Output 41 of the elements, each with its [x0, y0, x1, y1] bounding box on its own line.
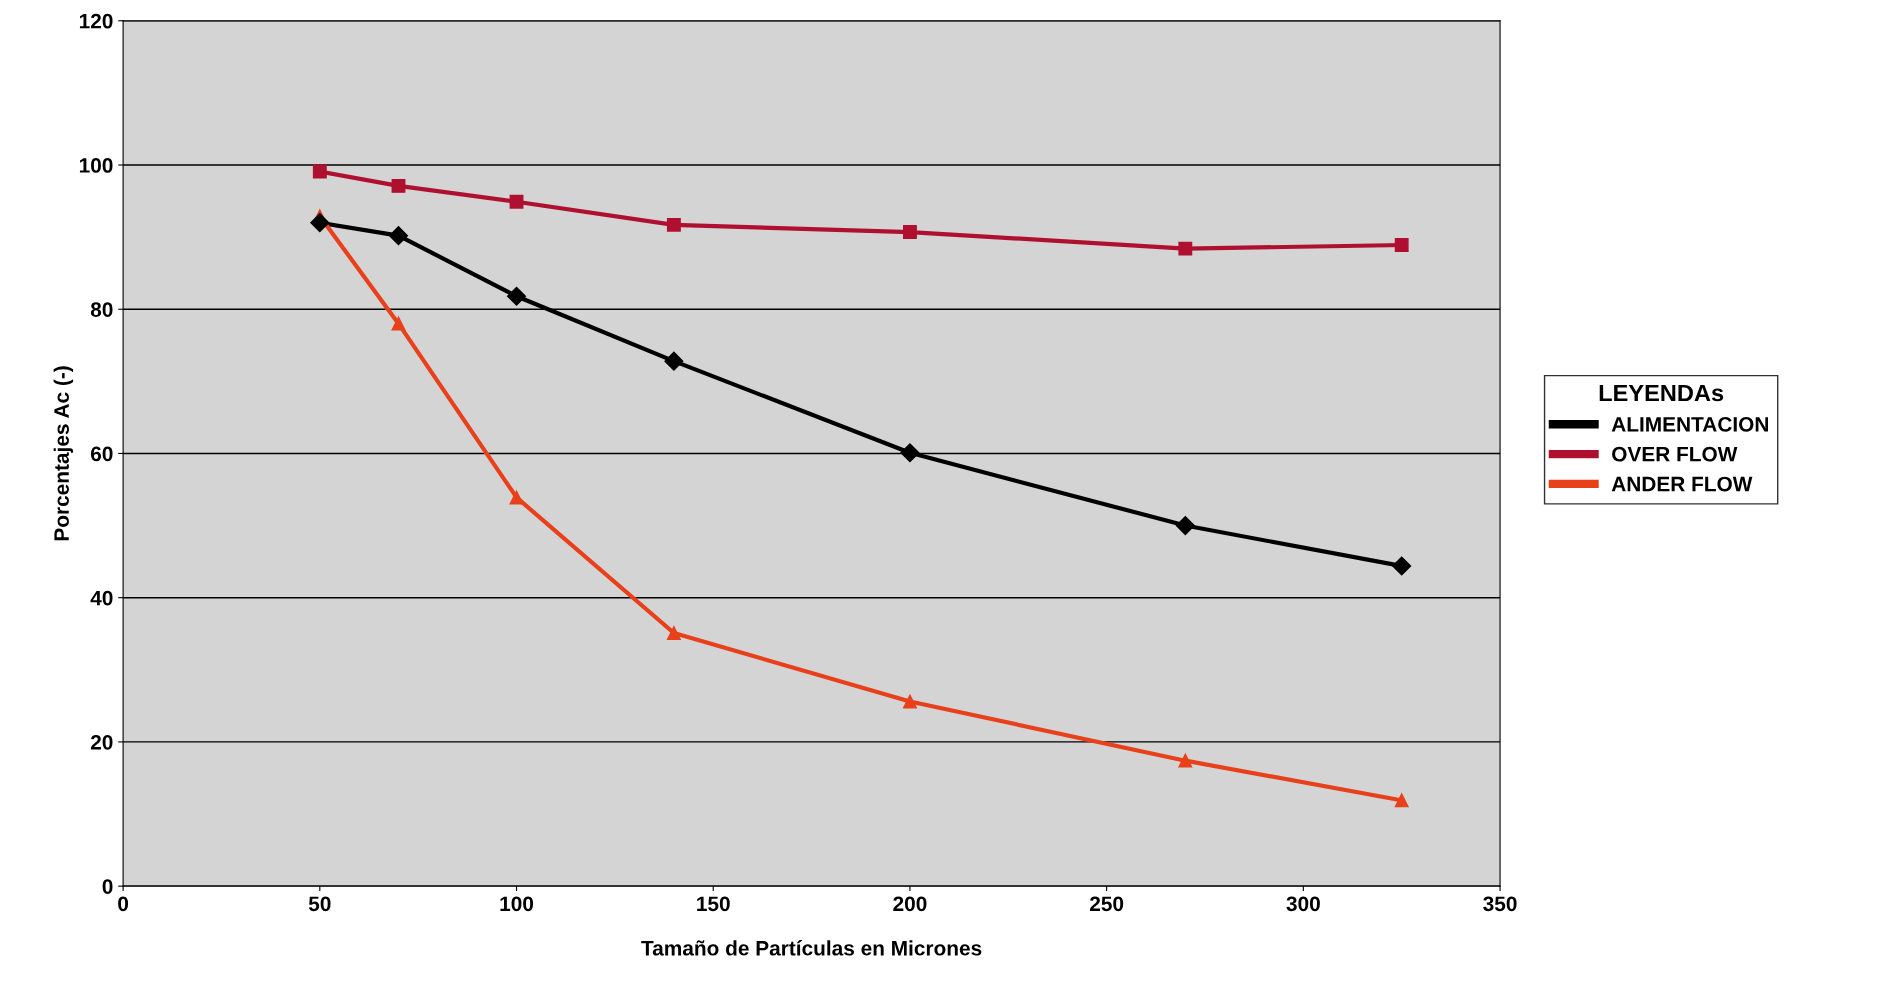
point: [1178, 753, 1193, 768]
point: [391, 316, 406, 331]
point: [664, 351, 684, 371]
y-tick-label: 100: [79, 158, 113, 173]
x-tick-label: 300: [1286, 896, 1320, 912]
point: [902, 694, 917, 709]
point: [310, 213, 330, 233]
x-tick-label: 250: [1089, 896, 1124, 912]
x-tick-label: 0: [118, 896, 129, 912]
legend-title: LEYENDAs: [1599, 384, 1724, 402]
x-tick-label: 100: [500, 896, 534, 912]
y-tick-label: 40: [90, 590, 113, 606]
y-tick-label: 80: [90, 302, 113, 317]
y-axis-title: Porcentajes Ac (-): [53, 366, 74, 541]
y-tick-label: 0: [102, 879, 113, 894]
point: [666, 626, 681, 640]
x-tick-label: 150: [697, 896, 730, 912]
point: [1175, 516, 1195, 536]
point: [509, 194, 524, 209]
y-tick-label: 60: [90, 446, 113, 462]
y-tick-label: 20: [90, 734, 113, 750]
point: [1394, 793, 1409, 808]
x-axis-title: Tamaño de Partículas en Micrones: [641, 940, 982, 956]
point: [666, 217, 681, 232]
point: [1392, 556, 1412, 576]
point: [312, 164, 327, 179]
point: [506, 286, 527, 306]
point: [900, 443, 920, 463]
x-tick-label: 50: [308, 896, 331, 912]
x-tick-label: 350: [1483, 896, 1517, 912]
y-tick-label: 120: [79, 13, 113, 29]
point: [509, 490, 524, 505]
point: [391, 178, 406, 193]
point: [902, 225, 917, 240]
x-tick-label: 200: [893, 896, 927, 912]
legend-label: ANDER FLOW: [1611, 476, 1753, 492]
point: [1394, 238, 1409, 252]
point: [1178, 241, 1193, 256]
legend-label: OVER FLOW: [1612, 446, 1738, 462]
legend-label: ALIMENTACION: [1611, 416, 1768, 432]
point: [388, 226, 409, 246]
